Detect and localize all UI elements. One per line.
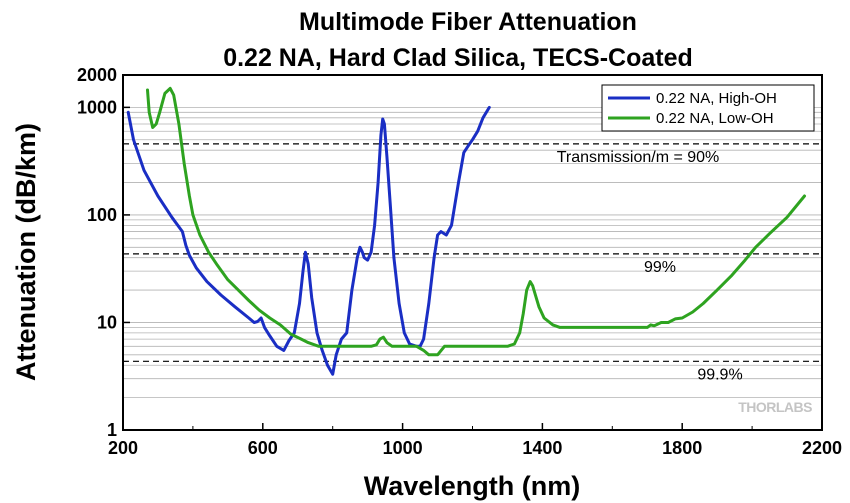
x-tick-label: 1800 <box>662 438 702 458</box>
legend-label-low-oh: 0.22 NA, Low-OH <box>656 110 774 127</box>
x-axis-label: Wavelength (nm) <box>364 471 581 501</box>
series-line-high-oh <box>126 105 491 376</box>
legend-label-high-oh: 0.22 NA, High-OH <box>656 90 777 107</box>
chart-subtitle: 0.22 NA, Hard Clad Silica, TECS-Coated <box>223 44 693 72</box>
x-tick-label: 1000 <box>383 438 423 458</box>
y-tick-label: 10 <box>97 312 117 332</box>
reference-line-label: 99% <box>644 259 676 276</box>
y-axis-label: Attenuation (dB/km) <box>11 123 41 381</box>
y-tick-label: 1000 <box>77 97 117 117</box>
y-tick-label: 100 <box>87 205 117 225</box>
legend: 0.22 NA, High-OH 0.22 NA, Low-OH <box>601 84 815 132</box>
x-tick-label: 1400 <box>522 438 562 458</box>
x-tick-label: 200 <box>108 438 138 458</box>
x-tick-label: 600 <box>248 438 278 458</box>
axis-ticks: 200 600 1000 1400 1800 2200 1 10 100 1000 2000 <box>77 65 842 458</box>
series-line-low-oh <box>146 86 806 357</box>
chart-title: Multimode Fiber Attenuation <box>299 8 637 36</box>
reference-line-label: Transmission/m = 90% <box>557 149 720 166</box>
reference-line-label: 99.9% <box>697 366 742 383</box>
y-tick-label: 1 <box>107 420 117 440</box>
x-tick-label: 2200 <box>802 438 842 458</box>
legend-box <box>601 84 815 132</box>
reference-lines: Transmission/m = 90% 99% 99.9% <box>123 143 822 383</box>
thorlabs-watermark: THORLABS <box>738 399 812 415</box>
series-group <box>126 86 806 376</box>
y-tick-label: 2000 <box>77 65 117 85</box>
